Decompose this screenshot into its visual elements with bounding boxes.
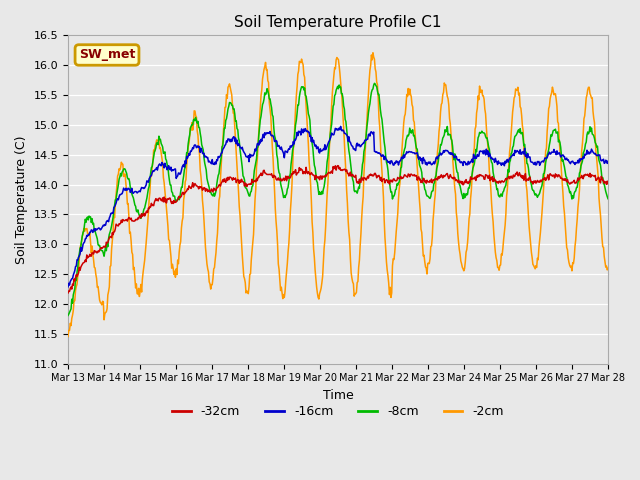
Title: Soil Temperature Profile C1: Soil Temperature Profile C1 <box>234 15 442 30</box>
Y-axis label: Soil Temperature (C): Soil Temperature (C) <box>15 135 28 264</box>
Legend: -32cm, -16cm, -8cm, -2cm: -32cm, -16cm, -8cm, -2cm <box>167 400 509 423</box>
Text: SW_met: SW_met <box>79 48 135 61</box>
X-axis label: Time: Time <box>323 389 353 402</box>
